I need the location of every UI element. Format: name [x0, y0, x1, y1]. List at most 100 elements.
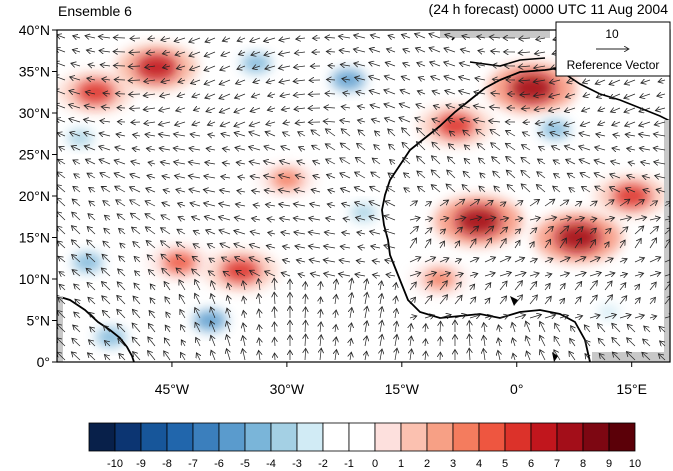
wind-vector: [370, 186, 381, 193]
wind-vector: [264, 52, 276, 55]
wind-vector: [227, 295, 230, 305]
wind-vector: [243, 310, 245, 319]
colorbar-swatch: [192, 422, 220, 452]
wind-vector: [57, 62, 66, 66]
wind-vector: [102, 79, 111, 80]
wind-vector: [529, 281, 537, 291]
wind-vector: [221, 134, 231, 136]
wind-vector: [658, 80, 666, 82]
wind-vector: [99, 159, 111, 165]
wind-vector: [589, 218, 597, 220]
wind-vector: [627, 338, 636, 347]
wind-vector: [613, 135, 621, 136]
wind-vector: [604, 281, 612, 291]
wind-vector: [619, 217, 631, 220]
wind-vector: [585, 340, 590, 347]
wind-vector: [104, 355, 111, 361]
wind-vector: [598, 338, 606, 347]
wind-vector: [424, 239, 431, 249]
wind-vector: [250, 108, 261, 112]
wind-vector: [416, 128, 426, 137]
wind-vector: [415, 118, 426, 122]
wind-vector: [641, 80, 651, 83]
wind-vector: [619, 240, 625, 249]
wind-vector: [175, 122, 186, 125]
wind-vector: [499, 218, 509, 220]
wind-vector: [191, 80, 201, 84]
wind-vector: [560, 298, 565, 305]
wind-vector: [589, 257, 600, 263]
wind-vector: [274, 278, 275, 291]
wind-vector: [192, 122, 201, 125]
wind-vector: [176, 108, 186, 111]
wind-vector: [189, 38, 201, 42]
wind-vector: [265, 66, 276, 69]
wind-vector: [564, 108, 576, 112]
wind-vector: [148, 162, 156, 164]
wind-vector: [653, 148, 666, 150]
wind-vector: [444, 62, 456, 66]
wind-vector: [369, 90, 381, 94]
wind-vector: [58, 297, 66, 305]
wind-vector: [294, 108, 306, 109]
wind-vector: [518, 52, 531, 53]
colorbar-swatch: [270, 422, 298, 452]
wind-vector: [559, 273, 569, 276]
wind-vector: [499, 202, 506, 206]
wind-vector: [433, 129, 441, 137]
colorbar-swatch: [530, 422, 558, 452]
wind-vector: [483, 348, 485, 361]
anomaly-core: [271, 170, 302, 189]
wind-vector: [574, 218, 584, 220]
wind-vector: [130, 174, 141, 178]
wind-vector: [537, 172, 546, 179]
wind-vector: [117, 282, 126, 291]
wind-vector: [402, 142, 411, 151]
wind-vector: [464, 145, 471, 150]
wind-vector: [57, 310, 66, 319]
wind-vector: [354, 63, 366, 66]
wind-vector: [454, 282, 461, 291]
wind-vector: [114, 173, 126, 179]
wind-vector: [640, 94, 651, 98]
wind-vector: [604, 315, 616, 318]
colorbar-swatch: [322, 422, 350, 452]
colorbar-label: 6: [528, 458, 534, 470]
wind-vector: [128, 66, 141, 67]
wind-vector: [589, 281, 597, 291]
wind-vector: [265, 258, 276, 262]
wind-vector: [57, 90, 66, 94]
wind-vector: [580, 173, 591, 179]
wind-vector: [490, 129, 501, 137]
anomaly-core: [193, 310, 228, 331]
wind-vector: [469, 315, 480, 318]
anomaly-core: [162, 251, 197, 273]
land-mask-east: [664, 120, 670, 362]
wind-vector: [417, 156, 426, 165]
wind-vector: [505, 143, 516, 151]
lon-tick-label: 15°W: [385, 381, 420, 397]
wind-vector: [69, 91, 81, 94]
wind-vector: [323, 246, 336, 248]
wind-vector: [174, 176, 186, 178]
wind-vector: [298, 274, 306, 276]
wind-vector: [148, 351, 156, 361]
wind-vector: [310, 204, 321, 206]
wind-vector: [506, 170, 516, 179]
wind-vector: [85, 159, 96, 165]
wind-vector: [365, 292, 367, 305]
wind-vector: [358, 247, 366, 248]
colorbar-label: 7: [554, 458, 560, 470]
wind-vector: [192, 269, 201, 277]
wind-vector: [113, 37, 126, 38]
wind-vector: [498, 325, 500, 333]
wind-vector: [625, 122, 636, 126]
wind-vector: [57, 35, 66, 38]
wind-vector: [203, 189, 216, 192]
wind-vector: [372, 261, 381, 262]
wind-vector: [519, 38, 531, 39]
wind-vector: [440, 229, 445, 234]
wind-vector: [639, 108, 651, 112]
wind-vector: [549, 80, 561, 83]
wind-vector: [355, 217, 366, 220]
